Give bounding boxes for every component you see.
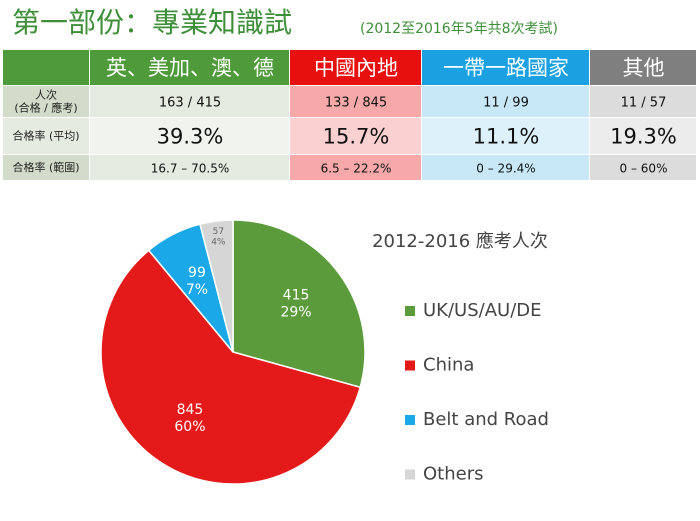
table-cell bbox=[422, 118, 589, 154]
slide-subtitle: (2012至2016年5年共8次考試) bbox=[360, 21, 558, 37]
table-cell bbox=[590, 86, 696, 117]
legend-label: UK/US/AU/DE bbox=[423, 300, 542, 321]
table-cell bbox=[3, 118, 89, 154]
header-cell bbox=[422, 50, 589, 85]
row-label: 合格率 (平均) bbox=[12, 129, 79, 143]
table-value: 11 / 57 bbox=[621, 96, 667, 111]
pie-percent-label: 4% bbox=[211, 238, 226, 248]
header-cell bbox=[90, 50, 289, 85]
pie-slice bbox=[100, 249, 362, 485]
table-cell bbox=[90, 86, 289, 117]
column-header: 英、美加、澳、德 bbox=[106, 56, 274, 80]
table-cell bbox=[290, 155, 421, 180]
legend-swatch bbox=[405, 360, 415, 371]
legend-label: China bbox=[423, 355, 474, 376]
pie-value-label: 99 bbox=[188, 265, 206, 281]
row-label: (合格 / 應考) bbox=[14, 101, 77, 115]
column-header: 一帶一路國家 bbox=[443, 56, 569, 80]
header-cell bbox=[290, 50, 421, 85]
slide-title: 第一部份：專業知識試 bbox=[12, 6, 292, 39]
legend-label: Others bbox=[423, 464, 484, 485]
table-value: 11.1% bbox=[473, 125, 540, 149]
table-cell bbox=[422, 86, 589, 117]
pie-percent-label: 29% bbox=[280, 304, 311, 320]
table-cell bbox=[90, 155, 289, 180]
table-value: 16.7 – 70.5% bbox=[151, 162, 229, 176]
table-value: 11 / 99 bbox=[483, 96, 529, 111]
table-cell bbox=[3, 155, 89, 180]
pie-percent-label: 7% bbox=[186, 282, 208, 298]
table-cell bbox=[90, 118, 289, 154]
table-cell bbox=[3, 86, 89, 117]
table-cell bbox=[290, 86, 421, 117]
table-value: 133 / 845 bbox=[325, 96, 387, 111]
table-value: 19.3% bbox=[610, 125, 677, 149]
legend-label: Belt and Road bbox=[423, 409, 549, 430]
legend-swatch bbox=[405, 306, 415, 316]
table-value: 0 – 29.4% bbox=[476, 162, 535, 176]
table-cell bbox=[422, 155, 589, 180]
column-header: 其他 bbox=[623, 56, 665, 80]
pie-slice bbox=[232, 219, 366, 389]
table-cell bbox=[290, 118, 421, 154]
chart-title: 2012-2016 應考人次 bbox=[372, 230, 548, 252]
pie-value-label: 845 bbox=[177, 402, 204, 418]
header-cell bbox=[3, 50, 89, 85]
pie-slice bbox=[199, 219, 234, 353]
table-value: 0 – 60% bbox=[620, 162, 668, 176]
pie-value-label: 415 bbox=[283, 288, 310, 304]
table-value: 39.3% bbox=[157, 125, 224, 149]
pie-percent-label: 60% bbox=[174, 419, 205, 435]
table-value: 163 / 415 bbox=[159, 96, 221, 111]
row-label: 合格率 (範圍) bbox=[12, 160, 79, 174]
table-value: 6.5 – 22.2% bbox=[321, 162, 392, 176]
table-cell bbox=[590, 155, 696, 180]
header-cell bbox=[590, 50, 696, 85]
legend-swatch bbox=[405, 469, 415, 480]
table-cell bbox=[590, 118, 696, 154]
legend-swatch bbox=[405, 415, 415, 425]
column-header: 中國內地 bbox=[314, 56, 398, 80]
row-label: 人次 bbox=[35, 88, 57, 102]
table-value: 15.7% bbox=[323, 125, 390, 149]
pie-value-label: 57 bbox=[213, 227, 224, 237]
